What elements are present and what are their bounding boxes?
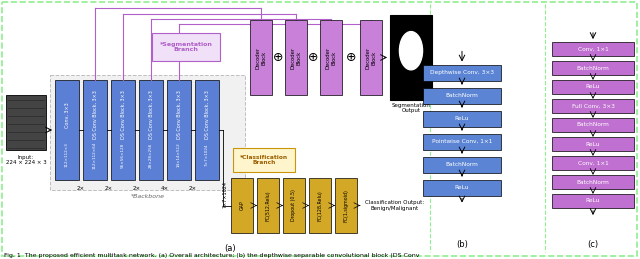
Text: 112×112×3: 112×112×3 bbox=[65, 142, 69, 167]
Text: DS Conv Block, 3×3: DS Conv Block, 3×3 bbox=[93, 91, 97, 139]
FancyBboxPatch shape bbox=[423, 133, 501, 149]
Text: BatchNorm: BatchNorm bbox=[577, 179, 609, 184]
Text: FC(512,Relu): FC(512,Relu) bbox=[266, 190, 271, 221]
Text: GAP: GAP bbox=[239, 201, 244, 210]
Text: Dropout (0.5): Dropout (0.5) bbox=[291, 190, 296, 221]
Text: 2×: 2× bbox=[189, 185, 197, 191]
FancyBboxPatch shape bbox=[423, 64, 501, 81]
FancyBboxPatch shape bbox=[83, 80, 107, 180]
Text: BatchNorm: BatchNorm bbox=[577, 123, 609, 127]
FancyBboxPatch shape bbox=[6, 95, 46, 150]
Text: Decoder
Block: Decoder Block bbox=[326, 46, 337, 69]
Text: *Segmentation
Branch: *Segmentation Branch bbox=[159, 42, 212, 52]
FancyBboxPatch shape bbox=[335, 178, 357, 233]
Text: (b): (b) bbox=[456, 241, 468, 249]
Text: 112×112×64: 112×112×64 bbox=[93, 141, 97, 169]
FancyBboxPatch shape bbox=[231, 178, 253, 233]
FancyBboxPatch shape bbox=[111, 80, 135, 180]
Text: BatchNorm: BatchNorm bbox=[445, 93, 479, 98]
FancyBboxPatch shape bbox=[50, 75, 245, 190]
FancyBboxPatch shape bbox=[552, 137, 634, 151]
Text: FC(1,sigmoid): FC(1,sigmoid) bbox=[344, 189, 349, 222]
FancyBboxPatch shape bbox=[552, 42, 634, 56]
Text: Decoder
Block: Decoder Block bbox=[365, 46, 376, 69]
Text: (a): (a) bbox=[224, 243, 236, 253]
Text: Conv, 1×1: Conv, 1×1 bbox=[578, 161, 609, 166]
FancyBboxPatch shape bbox=[423, 179, 501, 196]
FancyBboxPatch shape bbox=[309, 178, 331, 233]
FancyBboxPatch shape bbox=[250, 20, 272, 95]
FancyBboxPatch shape bbox=[167, 80, 191, 180]
Text: 2×: 2× bbox=[133, 185, 141, 191]
FancyBboxPatch shape bbox=[360, 20, 382, 95]
Text: 28×28×256: 28×28×256 bbox=[149, 142, 153, 168]
Text: ReLu: ReLu bbox=[455, 116, 469, 121]
Text: 14×14×512: 14×14×512 bbox=[177, 143, 181, 167]
Text: BatchNorm: BatchNorm bbox=[445, 162, 479, 167]
Text: 56×56×128: 56×56×128 bbox=[121, 142, 125, 168]
Text: Depthwise Conv, 3×3: Depthwise Conv, 3×3 bbox=[430, 70, 494, 75]
Text: ⊕: ⊕ bbox=[346, 51, 356, 64]
Text: *Backbone: *Backbone bbox=[131, 193, 164, 198]
FancyBboxPatch shape bbox=[552, 194, 634, 208]
FancyBboxPatch shape bbox=[195, 80, 219, 180]
FancyBboxPatch shape bbox=[283, 178, 305, 233]
FancyBboxPatch shape bbox=[285, 20, 307, 95]
Text: ReLu: ReLu bbox=[586, 198, 600, 204]
FancyBboxPatch shape bbox=[152, 33, 220, 61]
Text: Conv, 3×3: Conv, 3×3 bbox=[65, 102, 70, 128]
Text: ⊕: ⊕ bbox=[308, 51, 319, 64]
FancyBboxPatch shape bbox=[552, 99, 634, 113]
FancyBboxPatch shape bbox=[552, 156, 634, 170]
Text: Conv, 1×1: Conv, 1×1 bbox=[578, 47, 609, 52]
Text: 7×7×1024: 7×7×1024 bbox=[223, 181, 228, 207]
Text: Input:
224 × 224 × 3: Input: 224 × 224 × 3 bbox=[6, 155, 46, 166]
Text: DS Conv Block, 3×3: DS Conv Block, 3×3 bbox=[148, 91, 154, 139]
Ellipse shape bbox=[399, 32, 422, 70]
Text: (c): (c) bbox=[588, 241, 598, 249]
FancyBboxPatch shape bbox=[320, 20, 342, 95]
Text: Decoder
Block: Decoder Block bbox=[255, 46, 266, 69]
Text: Fig. 1  The proposed efficient multitask network. (a) Overall architecture; (b) : Fig. 1 The proposed efficient multitask … bbox=[4, 254, 419, 258]
FancyBboxPatch shape bbox=[552, 118, 634, 132]
FancyBboxPatch shape bbox=[257, 178, 279, 233]
Text: ReLu: ReLu bbox=[586, 141, 600, 147]
FancyBboxPatch shape bbox=[423, 88, 501, 104]
Text: Classification Output:
Benign/Malignant: Classification Output: Benign/Malignant bbox=[365, 200, 424, 211]
Text: 2×: 2× bbox=[77, 185, 85, 191]
Text: *Classification
Branch: *Classification Branch bbox=[240, 155, 288, 166]
FancyBboxPatch shape bbox=[552, 61, 634, 75]
FancyBboxPatch shape bbox=[55, 80, 79, 180]
FancyBboxPatch shape bbox=[390, 15, 432, 100]
FancyBboxPatch shape bbox=[423, 111, 501, 126]
Text: Full Conv, 3×3: Full Conv, 3×3 bbox=[572, 104, 614, 109]
Text: ReLu: ReLu bbox=[586, 84, 600, 90]
Text: Pointwise Conv, 1×1: Pointwise Conv, 1×1 bbox=[432, 139, 492, 144]
FancyBboxPatch shape bbox=[552, 175, 634, 189]
FancyBboxPatch shape bbox=[233, 148, 295, 172]
Text: 4×: 4× bbox=[161, 185, 169, 191]
Text: BatchNorm: BatchNorm bbox=[577, 66, 609, 70]
Text: ReLu: ReLu bbox=[455, 185, 469, 190]
Text: DS Conv Block, 3×3: DS Conv Block, 3×3 bbox=[120, 91, 125, 139]
FancyBboxPatch shape bbox=[139, 80, 163, 180]
Text: Decoder
Block: Decoder Block bbox=[291, 46, 301, 69]
Text: 2×: 2× bbox=[105, 185, 113, 191]
Text: 7×7×1024: 7×7×1024 bbox=[205, 144, 209, 166]
Text: FC(128,Relu): FC(128,Relu) bbox=[317, 190, 323, 221]
FancyBboxPatch shape bbox=[552, 80, 634, 94]
Text: DS Conv Block, 3×3: DS Conv Block, 3×3 bbox=[177, 91, 182, 139]
Text: ⊕: ⊕ bbox=[273, 51, 284, 64]
FancyBboxPatch shape bbox=[423, 156, 501, 172]
Text: DS Conv Block, 3×3: DS Conv Block, 3×3 bbox=[205, 91, 209, 139]
Text: Segmentation
Output: Segmentation Output bbox=[392, 103, 431, 113]
